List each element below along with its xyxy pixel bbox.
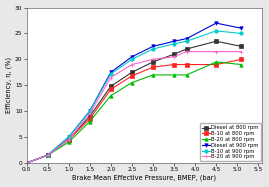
B-10 at 900 rpm [67, 136, 70, 138]
B-20 at 900 rpm [46, 154, 49, 156]
B-10 at 800 rpm [109, 88, 112, 91]
Diesel at 800 rpm [240, 45, 243, 47]
Line: B-10 at 900 rpm: B-10 at 900 rpm [25, 29, 243, 165]
B-10 at 800 rpm [185, 63, 188, 66]
B-20 at 900 rpm [214, 50, 218, 53]
Diesel at 800 rpm [25, 162, 28, 164]
Line: B-10 at 800 rpm: B-10 at 800 rpm [25, 58, 243, 165]
B-20 at 800 rpm [172, 74, 176, 76]
Diesel at 900 rpm [25, 162, 28, 164]
Diesel at 900 rpm [172, 40, 176, 42]
B-10 at 900 rpm [151, 48, 154, 50]
Diesel at 800 rpm [109, 85, 112, 88]
Diesel at 900 rpm [185, 38, 188, 40]
B-20 at 800 rpm [240, 63, 243, 66]
Diesel at 800 rpm [151, 61, 154, 63]
Diesel at 800 rpm [172, 53, 176, 55]
B-10 at 900 rpm [172, 43, 176, 45]
B-20 at 800 rpm [130, 82, 133, 84]
B-20 at 800 rpm [67, 141, 70, 143]
B-10 at 800 rpm [67, 139, 70, 141]
Legend: Diesel at 800 rpm, B-10 at 800 rpm, B-20 at 800 rpm, Diesel at 900 rpm, B-10 at : Diesel at 800 rpm, B-10 at 800 rpm, B-20… [200, 123, 261, 161]
B-10 at 900 rpm [130, 58, 133, 60]
B-10 at 900 rpm [25, 162, 28, 164]
B-20 at 900 rpm [151, 58, 154, 60]
B-20 at 900 rpm [88, 113, 91, 115]
Line: Diesel at 900 rpm: Diesel at 900 rpm [25, 21, 243, 165]
B-10 at 900 rpm [185, 40, 188, 42]
B-10 at 900 rpm [109, 73, 112, 75]
X-axis label: Brake Mean Effective Pressure, BMEP, (bar): Brake Mean Effective Pressure, BMEP, (ba… [72, 175, 217, 181]
B-20 at 900 rpm [185, 50, 188, 53]
B-10 at 900 rpm [240, 32, 243, 35]
B-20 at 900 rpm [240, 50, 243, 53]
B-20 at 900 rpm [67, 139, 70, 141]
Diesel at 800 rpm [130, 71, 133, 73]
B-20 at 800 rpm [88, 120, 91, 123]
B-10 at 800 rpm [46, 154, 49, 156]
Diesel at 900 rpm [109, 71, 112, 73]
Diesel at 800 rpm [185, 48, 188, 50]
B-10 at 800 rpm [25, 162, 28, 164]
B-10 at 800 rpm [151, 66, 154, 68]
B-20 at 800 rpm [151, 74, 154, 76]
Line: B-20 at 900 rpm: B-20 at 900 rpm [24, 49, 244, 165]
B-10 at 800 rpm [88, 118, 91, 120]
Diesel at 900 rpm [214, 22, 218, 24]
Diesel at 900 rpm [130, 56, 133, 58]
Diesel at 800 rpm [46, 154, 49, 156]
B-10 at 800 rpm [172, 63, 176, 66]
Diesel at 900 rpm [88, 110, 91, 112]
Diesel at 800 rpm [67, 139, 70, 141]
Line: B-20 at 800 rpm: B-20 at 800 rpm [25, 60, 243, 165]
B-20 at 800 rpm [185, 74, 188, 76]
Diesel at 800 rpm [214, 40, 218, 42]
Line: Diesel at 800 rpm: Diesel at 800 rpm [25, 39, 243, 165]
B-10 at 800 rpm [130, 75, 133, 77]
B-20 at 800 rpm [25, 162, 28, 164]
Diesel at 900 rpm [46, 154, 49, 156]
B-20 at 800 rpm [46, 154, 49, 156]
Diesel at 900 rpm [67, 136, 70, 138]
B-20 at 800 rpm [214, 61, 218, 63]
B-20 at 900 rpm [25, 162, 28, 164]
B-20 at 900 rpm [109, 76, 112, 79]
B-10 at 900 rpm [46, 154, 49, 156]
Diesel at 800 rpm [88, 115, 91, 117]
B-10 at 800 rpm [214, 63, 218, 66]
Diesel at 900 rpm [151, 45, 154, 47]
B-10 at 800 rpm [240, 58, 243, 60]
B-10 at 900 rpm [214, 30, 218, 32]
Y-axis label: Efficiency, η, (%): Efficiency, η, (%) [6, 57, 12, 113]
B-20 at 800 rpm [109, 94, 112, 97]
B-20 at 900 rpm [130, 63, 133, 66]
Diesel at 900 rpm [240, 27, 243, 29]
B-10 at 900 rpm [88, 110, 91, 112]
B-20 at 900 rpm [172, 56, 176, 58]
